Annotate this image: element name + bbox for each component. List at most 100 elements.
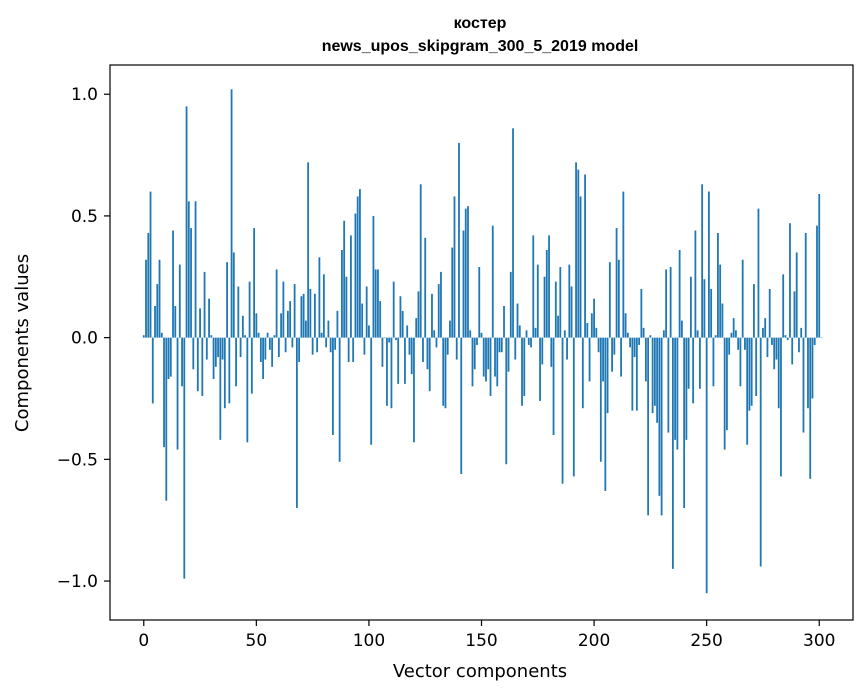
bar-84 <box>332 337 334 435</box>
bar-174 <box>534 327 537 338</box>
bar-182 <box>552 337 555 435</box>
bar-163 <box>509 271 512 338</box>
bar-202 <box>597 337 600 353</box>
y-tick-label: −1.0 <box>57 572 98 592</box>
bar-104 <box>377 269 379 338</box>
bar-59 <box>275 269 278 338</box>
bar-184 <box>557 315 559 338</box>
bar-200 <box>593 298 595 338</box>
bar-277 <box>766 337 769 358</box>
bar-107 <box>383 337 386 339</box>
bar-210 <box>615 228 618 338</box>
bar-80 <box>322 274 325 338</box>
bar-264 <box>737 337 740 350</box>
bar-129 <box>433 330 436 338</box>
bar-113 <box>397 337 400 384</box>
bar-186 <box>561 337 564 484</box>
bar-121 <box>415 318 418 338</box>
bar-67 <box>293 284 296 338</box>
bar-207 <box>608 262 611 338</box>
bar-259 <box>726 337 728 431</box>
bar-124 <box>422 337 424 362</box>
y-axis-label: Components values <box>12 254 33 432</box>
bar-25 <box>199 308 201 338</box>
bar-11 <box>167 337 170 380</box>
bar-279 <box>771 337 773 345</box>
bar-266 <box>741 259 744 338</box>
y-tick-label: −0.5 <box>57 450 98 470</box>
bar-240 <box>683 337 686 509</box>
bar-238 <box>678 250 681 338</box>
bar-1 <box>145 259 147 338</box>
bar-91 <box>347 337 350 362</box>
x-axis-label: Vector components <box>393 661 567 682</box>
bar-131 <box>437 284 440 338</box>
bar-206 <box>606 337 609 414</box>
bar-101 <box>370 337 373 445</box>
bar-195 <box>581 337 584 409</box>
bar-201 <box>595 327 598 338</box>
bar-231 <box>662 330 665 338</box>
bar-26 <box>201 337 204 397</box>
bar-248 <box>701 184 704 338</box>
bar-157 <box>496 337 499 387</box>
bar-208 <box>611 337 613 372</box>
bar-118 <box>408 337 411 355</box>
bar-268 <box>746 337 749 445</box>
bar-62 <box>282 281 285 338</box>
bar-93 <box>352 337 355 362</box>
bar-60 <box>277 337 280 358</box>
bar-249 <box>703 279 706 338</box>
bar-281 <box>775 337 778 360</box>
bar-31 <box>212 337 215 380</box>
bar-212 <box>620 337 622 377</box>
bar-211 <box>617 259 620 338</box>
bar-83 <box>329 337 332 353</box>
bar-57 <box>271 337 274 367</box>
bar-85 <box>334 337 337 350</box>
bar-209 <box>613 337 616 355</box>
bar-16 <box>178 264 181 338</box>
bar-233 <box>667 337 670 433</box>
bar-2 <box>147 232 150 338</box>
bar-261 <box>730 332 733 338</box>
bar-71 <box>302 293 305 338</box>
bar-294 <box>804 232 807 338</box>
bar-3 <box>149 191 152 338</box>
bar-40 <box>232 252 235 338</box>
bar-146 <box>471 337 474 387</box>
bar-227 <box>653 337 656 406</box>
bar-220 <box>638 337 641 345</box>
bar-188 <box>566 337 568 360</box>
bar-223 <box>644 337 647 382</box>
bar-199 <box>590 313 593 338</box>
bar-103 <box>374 269 377 338</box>
bar-130 <box>435 337 438 348</box>
bar-204 <box>602 337 604 382</box>
chart-title-line1: костер <box>454 15 507 32</box>
x-tick-label: 250 <box>690 631 722 651</box>
bar-144 <box>467 206 469 338</box>
bar-198 <box>588 337 591 382</box>
bar-29 <box>208 298 210 338</box>
bar-96 <box>359 189 361 338</box>
bar-79 <box>320 332 323 338</box>
bar-148 <box>476 337 478 345</box>
bar-0 <box>142 335 145 338</box>
bar-299 <box>816 225 818 338</box>
bar-152 <box>485 337 487 382</box>
bar-214 <box>624 313 627 338</box>
bar-132 <box>440 271 442 338</box>
bar-125 <box>424 237 427 338</box>
bar-216 <box>629 337 631 348</box>
bar-138 <box>453 196 456 338</box>
bar-134 <box>444 337 447 409</box>
bar-286 <box>786 337 789 341</box>
bar-90 <box>345 276 348 338</box>
bar-22 <box>192 337 195 370</box>
bar-255 <box>717 232 719 338</box>
bar-217 <box>631 337 634 411</box>
bar-162 <box>507 337 510 372</box>
bar-133 <box>442 337 445 406</box>
bar-114 <box>399 296 402 338</box>
